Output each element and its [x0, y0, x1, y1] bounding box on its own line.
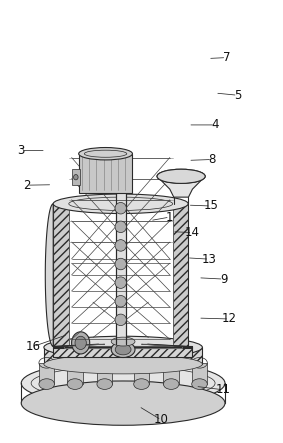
Text: 4: 4: [211, 118, 219, 132]
Ellipse shape: [39, 379, 54, 389]
Ellipse shape: [115, 295, 126, 307]
Ellipse shape: [134, 379, 149, 389]
Ellipse shape: [115, 258, 126, 270]
Text: 13: 13: [202, 253, 217, 266]
Text: 7: 7: [223, 51, 230, 64]
Polygon shape: [157, 176, 205, 197]
Ellipse shape: [115, 277, 126, 288]
Ellipse shape: [67, 379, 83, 389]
Ellipse shape: [115, 344, 131, 355]
Ellipse shape: [75, 336, 86, 350]
Text: 1: 1: [166, 210, 173, 224]
Text: 2: 2: [23, 179, 31, 192]
Bar: [115, 182, 126, 344]
Bar: [97, 363, 112, 384]
Text: 12: 12: [222, 312, 237, 326]
Text: 14: 14: [185, 226, 200, 239]
Bar: [164, 363, 179, 384]
Ellipse shape: [111, 337, 135, 346]
Ellipse shape: [115, 202, 126, 214]
Bar: [53, 347, 192, 357]
Ellipse shape: [53, 194, 188, 214]
Ellipse shape: [21, 381, 225, 425]
Ellipse shape: [44, 354, 202, 374]
Ellipse shape: [74, 175, 78, 180]
Polygon shape: [142, 344, 188, 346]
Ellipse shape: [44, 336, 202, 358]
Text: 5: 5: [234, 89, 241, 102]
Ellipse shape: [115, 240, 126, 251]
Polygon shape: [53, 344, 105, 346]
Ellipse shape: [79, 148, 132, 160]
Ellipse shape: [115, 221, 126, 233]
Text: 15: 15: [203, 199, 218, 213]
Text: 10: 10: [154, 413, 169, 427]
Text: 8: 8: [209, 153, 216, 166]
Ellipse shape: [157, 169, 205, 183]
Polygon shape: [45, 204, 53, 346]
Ellipse shape: [115, 314, 126, 326]
Bar: [39, 363, 54, 384]
Text: 16: 16: [26, 340, 41, 353]
Text: 3: 3: [18, 144, 25, 157]
Bar: [44, 347, 202, 364]
Ellipse shape: [192, 379, 207, 389]
Bar: [72, 169, 80, 185]
Ellipse shape: [21, 361, 225, 405]
Ellipse shape: [72, 332, 90, 354]
Ellipse shape: [157, 169, 205, 183]
Bar: [79, 154, 132, 193]
Text: 11: 11: [216, 383, 231, 396]
Bar: [192, 363, 207, 384]
Ellipse shape: [164, 379, 179, 389]
Ellipse shape: [111, 342, 135, 358]
Polygon shape: [53, 204, 69, 346]
Bar: [67, 363, 83, 384]
Polygon shape: [173, 204, 188, 346]
Ellipse shape: [97, 379, 112, 389]
Bar: [134, 363, 149, 384]
Text: 9: 9: [220, 272, 227, 286]
